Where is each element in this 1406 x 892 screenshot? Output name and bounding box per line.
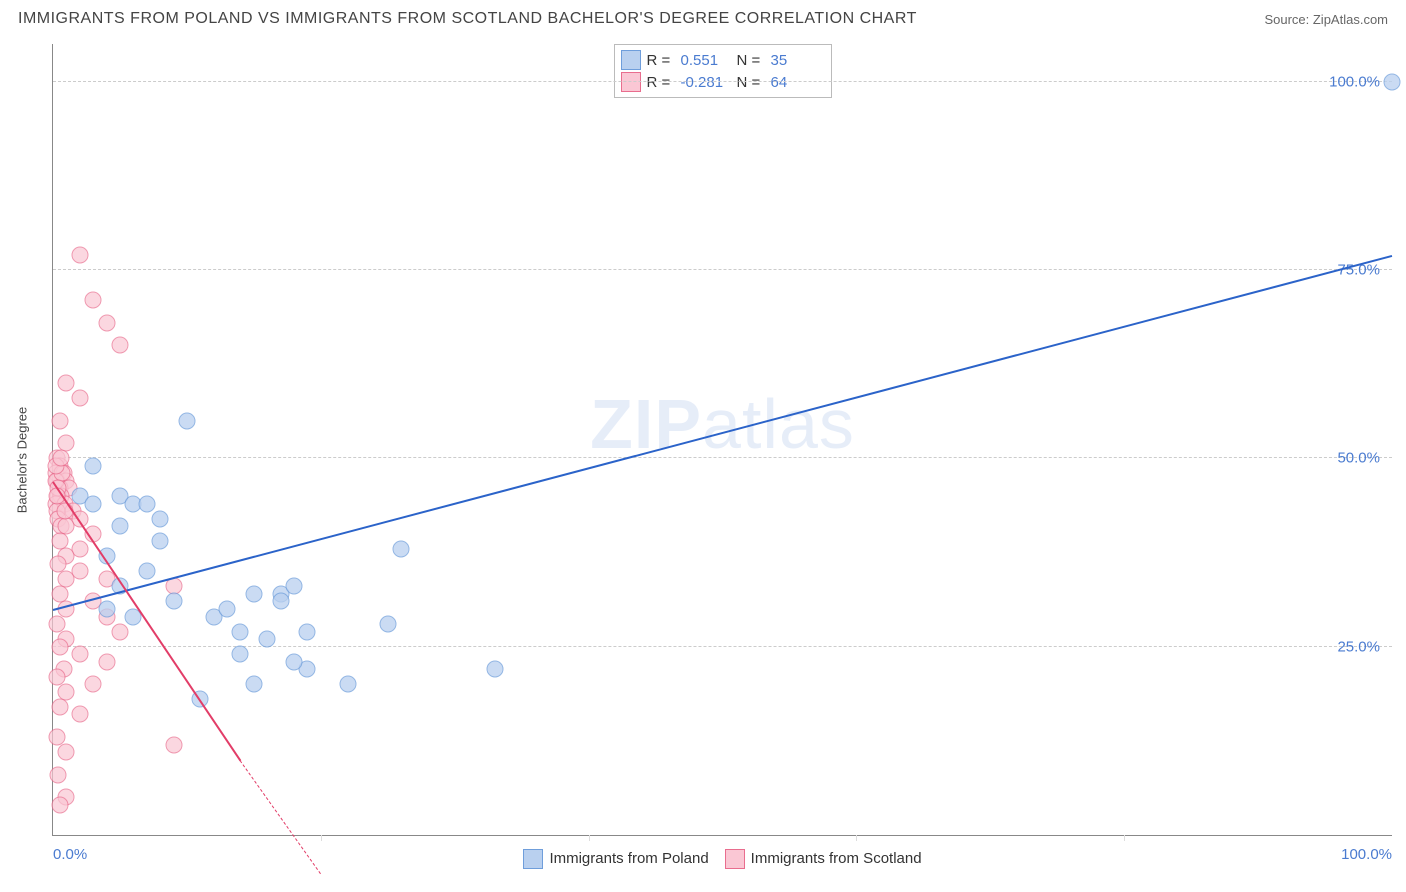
point-poland [1384, 73, 1401, 90]
chart-container: { "header": { "title": "IMMIGRANTS FROM … [0, 0, 1406, 892]
point-scotland [50, 766, 67, 783]
point-scotland [85, 292, 102, 309]
point-poland [379, 616, 396, 633]
r-value-poland: 0.551 [681, 52, 731, 69]
point-poland [111, 518, 128, 535]
plot-area: ZIPatlas R = 0.551 N = 35 R = -0.281 N =… [52, 44, 1392, 836]
point-scotland [51, 698, 68, 715]
x-minor-tick [589, 835, 590, 841]
point-scotland [53, 450, 70, 467]
gridline-h [53, 81, 1392, 82]
regression-poland [53, 255, 1393, 611]
x-minor-tick [321, 835, 322, 841]
point-scotland [71, 246, 88, 263]
x-minor-tick [1124, 835, 1125, 841]
y-axis-label: Bachelor's Degree [15, 407, 30, 514]
legend-item-poland: Immigrants from Poland [523, 849, 708, 869]
point-poland [152, 533, 169, 550]
point-poland [272, 593, 289, 610]
swatch-poland-icon [523, 849, 543, 869]
point-poland [259, 631, 276, 648]
point-scotland [51, 796, 68, 813]
n-value-poland: 35 [771, 52, 821, 69]
point-poland [232, 623, 249, 640]
point-poland [286, 653, 303, 670]
legend-series: Immigrants from Poland Immigrants from S… [53, 849, 1392, 869]
point-poland [245, 676, 262, 693]
point-scotland [51, 412, 68, 429]
point-scotland [71, 706, 88, 723]
legend-label-poland: Immigrants from Poland [549, 850, 708, 867]
point-scotland [58, 375, 75, 392]
point-poland [165, 593, 182, 610]
legend-label-scotland: Immigrants from Scotland [751, 850, 922, 867]
watermark: ZIPatlas [590, 384, 855, 464]
legend-row-poland: R = 0.551 N = 35 [621, 49, 821, 71]
point-poland [98, 601, 115, 618]
point-scotland [71, 390, 88, 407]
point-poland [232, 646, 249, 663]
point-poland [299, 623, 316, 640]
point-scotland [98, 314, 115, 331]
point-poland [138, 563, 155, 580]
point-scotland [111, 337, 128, 354]
chart-title: IMMIGRANTS FROM POLAND VS IMMIGRANTS FRO… [18, 10, 917, 28]
point-poland [85, 495, 102, 512]
y-tick-label: 25.0% [1337, 638, 1380, 655]
n-value-scotland: 64 [771, 74, 821, 91]
point-poland [245, 585, 262, 602]
x-minor-tick [856, 835, 857, 841]
r-value-scotland: -0.281 [681, 74, 731, 91]
r-label: R = [647, 52, 675, 69]
point-poland [393, 540, 410, 557]
point-scotland [98, 653, 115, 670]
point-poland [339, 676, 356, 693]
x-tick-label: 0.0% [53, 846, 87, 863]
point-poland [486, 661, 503, 678]
point-poland [85, 457, 102, 474]
point-poland [219, 601, 236, 618]
gridline-h [53, 457, 1392, 458]
gridline-h [53, 646, 1392, 647]
chart-area: Bachelor's Degree ZIPatlas R = 0.551 N =… [18, 44, 1392, 876]
point-scotland [85, 676, 102, 693]
gridline-h [53, 269, 1392, 270]
swatch-poland [621, 50, 641, 70]
point-scotland [58, 744, 75, 761]
y-tick-label: 50.0% [1337, 450, 1380, 467]
header: IMMIGRANTS FROM POLAND VS IMMIGRANTS FRO… [0, 0, 1406, 32]
point-poland [152, 510, 169, 527]
swatch-scotland [621, 72, 641, 92]
point-scotland [71, 646, 88, 663]
swatch-scotland-icon [725, 849, 745, 869]
point-scotland [51, 638, 68, 655]
y-tick-label: 100.0% [1329, 73, 1380, 90]
chart-source: Source: ZipAtlas.com [1264, 12, 1388, 27]
point-poland [286, 578, 303, 595]
r-label: R = [647, 74, 675, 91]
point-poland [178, 412, 195, 429]
point-scotland [165, 736, 182, 753]
n-label: N = [737, 74, 765, 91]
point-scotland [111, 623, 128, 640]
x-tick-label: 100.0% [1341, 846, 1392, 863]
n-label: N = [737, 52, 765, 69]
legend-correlation: R = 0.551 N = 35 R = -0.281 N = 64 [614, 44, 832, 98]
point-poland [138, 495, 155, 512]
legend-item-scotland: Immigrants from Scotland [725, 849, 922, 869]
legend-row-scotland: R = -0.281 N = 64 [621, 71, 821, 93]
